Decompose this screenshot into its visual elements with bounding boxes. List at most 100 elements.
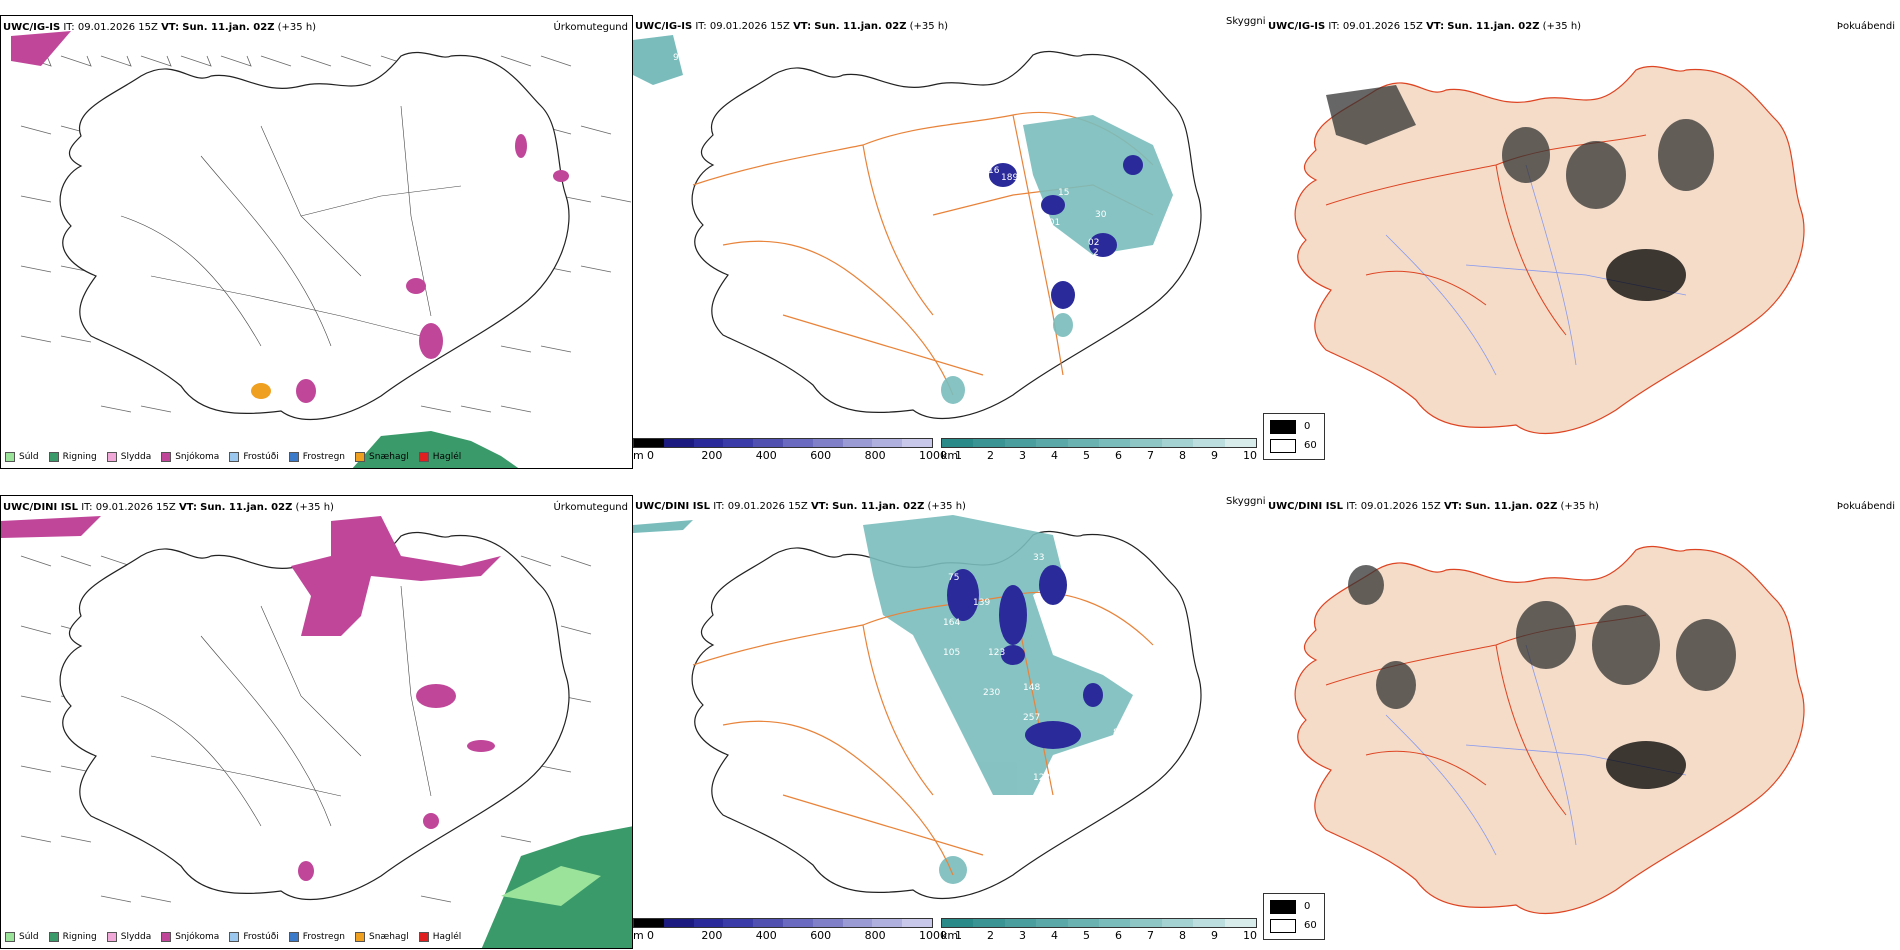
lead-time: (+35 h) <box>295 502 334 513</box>
vis-patch-nw <box>633 520 693 533</box>
colorbar-segment-0 <box>942 439 974 447</box>
precip-map-row2 <box>1 516 632 948</box>
colorbar-segment-1 <box>663 439 694 447</box>
precip-map-row1 <box>11 31 632 468</box>
colorbar-tick: 8 <box>1179 929 1186 942</box>
panel-header: UWC/IG-IS IT: 09.01.2026 15Z VT: Sun. 11… <box>1268 21 1581 32</box>
parameter-label: Skyggni <box>1226 496 1266 507</box>
vis-value-label: 127 <box>1033 298 1050 308</box>
precip-type-panel-row1: UWC/IG-IS IT: 09.01.2026 15Z VT: Sun. 11… <box>0 15 633 469</box>
legend-swatch <box>229 932 240 942</box>
colorbar-tick: 9 <box>1211 449 1218 462</box>
colorbar-segment-9 <box>1224 919 1257 927</box>
colorbar-segment-4 <box>1067 919 1100 927</box>
vt-value: Sun. 11.jan. 02Z <box>832 501 925 512</box>
model-name: UWC/DINI ISL <box>635 501 711 512</box>
precip-type-panel-row2: UWC/DINI ISL IT: 09.01.2026 15Z VT: Sun.… <box>0 495 633 949</box>
visibility-km-colorbar <box>941 918 1257 928</box>
lead-time: (+35 h) <box>277 22 317 33</box>
it-label: IT: <box>1328 21 1340 32</box>
colorbar-segment-2 <box>1004 439 1037 447</box>
it-label: IT: <box>713 501 725 512</box>
parameter-label: Skyggni <box>1226 16 1266 27</box>
colorbar-segment-5 <box>1099 919 1131 927</box>
iceland-outline <box>1294 545 1805 915</box>
colorbar-segment-1 <box>663 919 694 927</box>
vis-value-label: 92 <box>1138 298 1149 308</box>
legend-label: Frostúði <box>243 452 279 462</box>
roads-lines <box>120 105 462 347</box>
colorbar-segment-9 <box>902 439 932 447</box>
vt-label: VT: <box>793 21 812 32</box>
rain-patch <box>352 431 519 468</box>
parameter-label: Úrkomutegund <box>553 502 628 513</box>
legend-swatch <box>48 932 59 942</box>
legend-item-1: Rigning <box>48 452 97 462</box>
parameter-label: Þokuábendi <box>1836 21 1895 32</box>
roads-lines <box>120 585 432 827</box>
fog-label-0: 0 <box>1304 901 1311 912</box>
fog-panel-row1: UWC/IG-IS IT: 09.01.2026 15Z VT: Sun. 11… <box>1266 15 1899 470</box>
panel-header: UWC/IG-IS IT: 09.01.2026 15Z VT: Sun. 11… <box>635 21 948 32</box>
colorbar-tick: 5 <box>1083 449 1090 462</box>
colorbar-segment-6 <box>1130 919 1162 927</box>
parameter-label: Úrkomutegund <box>553 22 628 33</box>
legend-item-0: Súld <box>5 452 39 462</box>
legend-label: Frostregn <box>302 932 346 942</box>
lead-time: (+35 h) <box>1560 501 1599 512</box>
lead-time: (+35 h) <box>909 21 949 32</box>
vis-value-label: 257 <box>1023 713 1040 723</box>
colorbar-segment-2 <box>1004 919 1037 927</box>
colorbar-tick: 4 <box>1051 449 1058 462</box>
colorbar-segment-3 <box>1036 439 1068 447</box>
vis-value-label: 97 <box>1063 828 1074 838</box>
legend-item-7: Haglél <box>418 452 461 462</box>
fog-label-60: 60 <box>1304 440 1317 451</box>
colorbar-tick: 1000 <box>919 929 947 942</box>
legend-label: Haglél <box>432 932 462 942</box>
legend-swatch <box>418 932 429 942</box>
colorbar-segment-3 <box>723 439 754 447</box>
vt-label: VT: <box>1426 21 1445 32</box>
colorbar-segment-6 <box>812 919 843 927</box>
legend-label: Snæhagl <box>369 452 409 462</box>
precip-legend: Súld Rigning Slydda Snjókoma Frostúði Frostre… <box>5 452 461 462</box>
legend-swatch <box>106 452 117 462</box>
it-value: 09.01.2026 15Z <box>1360 501 1441 512</box>
vis-value-label: 101 <box>1043 218 1060 228</box>
it-value: 09.01.2026 15Z <box>727 501 808 512</box>
colorbar-tick: 10 <box>1243 449 1257 462</box>
colorbar-tick: 1000 <box>919 449 947 462</box>
model-name: UWC/IG-IS <box>3 22 61 33</box>
vt-value: Sun. 11.jan. 02Z <box>182 22 275 33</box>
legend-item-2: Slydda <box>106 932 151 942</box>
visibility-m-colorbar <box>633 438 933 448</box>
vis-value-label: 92 <box>673 53 684 63</box>
legend-swatch <box>106 932 117 942</box>
panel-header: UWC/DINI ISL IT: 09.01.2026 15Z VT: Sun.… <box>1268 501 1599 512</box>
vt-value: Sun. 11.jan. 02Z <box>1465 501 1558 512</box>
legend-swatch <box>355 932 366 942</box>
colorbar-tick: 9 <box>1211 929 1218 942</box>
it-label: IT: <box>1346 501 1358 512</box>
legend-swatch <box>229 452 240 462</box>
legend-item-0: Súld <box>5 932 39 942</box>
vt-label: VT: <box>1443 501 1462 512</box>
legend-label: Slydda <box>120 452 152 462</box>
colorbar-segment-0 <box>634 439 664 447</box>
legend-swatch <box>161 452 172 462</box>
legend-swatch <box>418 452 429 462</box>
colorbar-segment-8 <box>1193 919 1225 927</box>
drizzle-patch <box>501 866 601 906</box>
vt-label: VT: <box>161 22 180 33</box>
colorbar-tick: 400 <box>755 449 777 462</box>
panel-header: UWC/IG-IS IT: 09.01.2026 15Z VT: Sun. 11… <box>3 22 316 33</box>
vis-value-label: 2 <box>1093 248 1099 258</box>
colorbar-segment-6 <box>812 439 843 447</box>
fog-legend-row2: 0 60 <box>1263 893 1325 940</box>
legend-item-4: Frostúði <box>229 452 279 462</box>
legend-item-5: Frostregn <box>288 452 345 462</box>
legend-item-2: Slydda <box>106 452 152 462</box>
it-value: 09.01.2026 15Z <box>709 21 790 32</box>
